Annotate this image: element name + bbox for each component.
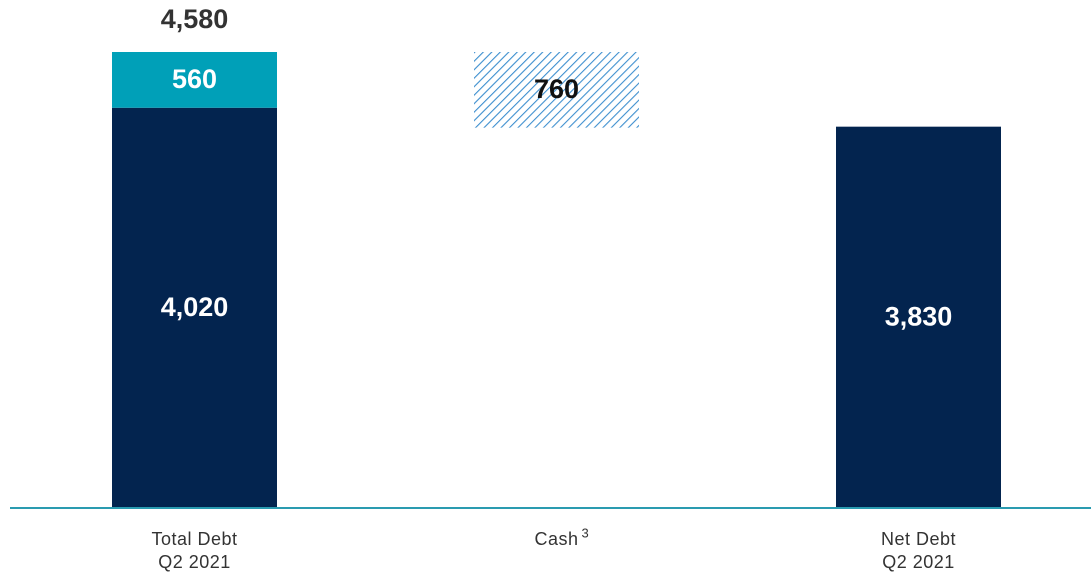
value-label: 560 xyxy=(172,64,217,94)
category-label: Net Debt xyxy=(881,529,956,549)
category-label: Q2 2021 xyxy=(882,552,955,572)
value-label: 3,830 xyxy=(885,301,953,331)
total-label: 4,580 xyxy=(161,4,229,34)
footnote-mark: 3 xyxy=(582,525,589,540)
category-label: Cash xyxy=(534,529,578,549)
bar-segment xyxy=(112,107,277,508)
category-label: Q2 2021 xyxy=(158,552,231,572)
bar-segment xyxy=(836,126,1001,508)
value-label: 760 xyxy=(534,74,579,104)
value-label: 4,020 xyxy=(161,292,229,322)
bar-segment xyxy=(112,52,277,108)
category-label: Total Debt xyxy=(151,529,237,549)
bar-segment xyxy=(474,52,639,128)
